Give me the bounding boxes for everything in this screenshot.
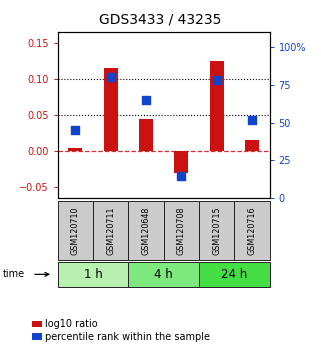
Bar	[139, 119, 153, 151]
Text: 4 h: 4 h	[154, 268, 173, 281]
Point	[143, 97, 149, 103]
Text: GSM120710: GSM120710	[71, 206, 80, 255]
Bar	[210, 61, 224, 151]
Text: 1 h: 1 h	[84, 268, 102, 281]
Text: time: time	[3, 269, 25, 279]
Point	[214, 78, 219, 83]
Bar	[174, 151, 188, 173]
Text: GDS3433 / 43235: GDS3433 / 43235	[99, 12, 222, 27]
Text: GSM120715: GSM120715	[212, 206, 221, 255]
Text: GSM120711: GSM120711	[106, 206, 115, 255]
Text: 24 h: 24 h	[221, 268, 247, 281]
Bar	[104, 68, 118, 151]
Text: GSM120716: GSM120716	[247, 206, 256, 255]
Text: GSM120648: GSM120648	[142, 206, 151, 255]
Text: percentile rank within the sample: percentile rank within the sample	[45, 332, 210, 342]
Text: GSM120708: GSM120708	[177, 206, 186, 255]
Point	[179, 173, 184, 178]
Point	[108, 74, 113, 80]
Point	[73, 127, 78, 133]
Bar	[68, 148, 82, 151]
Text: log10 ratio: log10 ratio	[45, 319, 98, 329]
Bar	[245, 141, 259, 151]
Point	[249, 117, 255, 122]
